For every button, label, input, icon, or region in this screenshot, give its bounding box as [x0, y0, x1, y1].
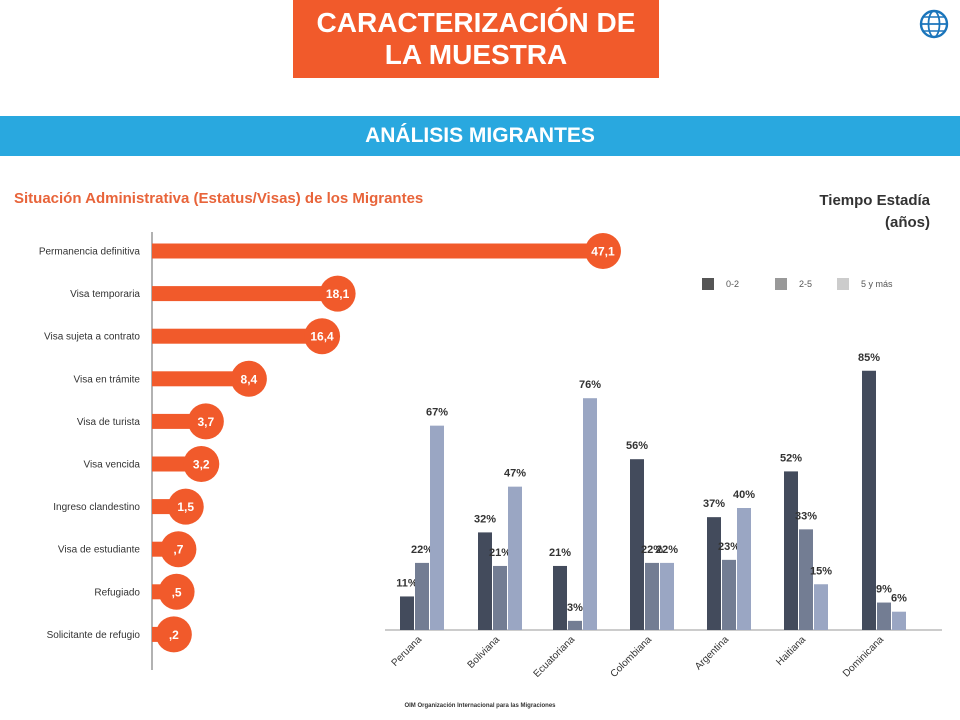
status-value-label: 47,1	[591, 245, 615, 259]
stay-value-label: 23%	[718, 541, 740, 553]
stay-category-label: Ecuatoriana	[532, 634, 578, 680]
stay-chart-title: Tiempo Estadía (años)	[780, 190, 930, 234]
stay-category-label: Peruana	[390, 634, 425, 669]
stay-bar	[568, 620, 582, 630]
stay-bar	[508, 486, 522, 630]
stay-value-label: 76%	[579, 379, 601, 391]
stay-bar	[478, 532, 492, 630]
status-category-label: Visa sujeta a contrato	[44, 332, 140, 343]
status-bar-end	[160, 531, 197, 568]
stay-bar	[553, 565, 567, 630]
stay-bar	[877, 602, 891, 630]
status-category-label: Visa vencida	[83, 460, 140, 471]
page-title: CARACTERIZACIÓN DE LA MUESTRA	[293, 0, 659, 78]
status-category-label: Refugiado	[94, 587, 140, 598]
status-bar	[152, 371, 249, 387]
status-bar-end	[187, 403, 224, 440]
status-bar-end	[230, 360, 267, 397]
stay-value-label: 22%	[656, 544, 678, 556]
status-value-label: 3,2	[193, 458, 210, 472]
legend-label: 0-2	[726, 279, 739, 289]
stay-value-label: 22%	[641, 544, 663, 556]
stay-bar	[660, 562, 674, 630]
status-bar	[152, 286, 338, 302]
stay-value-label: 11%	[396, 577, 418, 589]
stay-bar	[862, 370, 876, 630]
status-value-label: 1,5	[177, 500, 194, 514]
status-bar	[152, 243, 603, 259]
un-globe-logo-icon	[919, 9, 949, 39]
status-bar-end	[319, 275, 356, 312]
stay-bar	[707, 517, 721, 630]
stay-category-label: Colombiana	[609, 634, 655, 680]
stay-chart-title-text: Tiempo Estadía (años)	[819, 192, 930, 231]
stay-bar	[784, 471, 798, 630]
stay-value-label: 40%	[733, 489, 755, 501]
stay-value-label: 32%	[474, 513, 496, 525]
status-bar	[152, 328, 323, 344]
status-category-label: Ingreso clandestino	[53, 502, 140, 513]
status-bar-end	[155, 616, 192, 653]
stay-value-label: 56%	[626, 440, 648, 452]
stay-value-label: 6%	[891, 593, 907, 605]
status-chart-title: Situación Administrativa (Estatus/Visas)…	[14, 190, 424, 207]
status-value-label: ,5	[172, 585, 182, 599]
legend-label: 5 y más	[861, 279, 893, 289]
status-value-label: 8,4	[241, 372, 258, 386]
footer-text: OIM Organización Internacional para las …	[404, 703, 556, 709]
status-bar-end	[158, 573, 195, 610]
status-value-label: 3,7	[198, 415, 215, 429]
stay-category-label: Dominicana	[841, 634, 886, 679]
status-bar-end	[167, 488, 204, 525]
stay-bar	[737, 508, 751, 630]
status-category-label: Visa de estudiante	[58, 545, 141, 556]
stay-bar	[630, 459, 644, 630]
legend-label: 2-5	[799, 279, 812, 289]
stay-bar	[892, 611, 906, 630]
stay-bar	[583, 398, 597, 630]
status-value-label: ,2	[169, 628, 179, 642]
status-value-label: 16,4	[310, 330, 334, 344]
stay-value-label: 3%	[567, 602, 583, 614]
stay-bar	[722, 559, 736, 630]
stay-bar	[415, 562, 429, 630]
stay-value-label: 33%	[795, 510, 817, 522]
status-bar-end	[183, 446, 220, 482]
stay-value-label: 22%	[411, 544, 433, 556]
stay-value-label: 67%	[426, 407, 448, 419]
legend-swatch	[702, 278, 714, 290]
stay-value-label: 37%	[703, 498, 725, 510]
status-value-label: ,7	[173, 543, 183, 557]
stay-value-label: 52%	[780, 452, 802, 464]
stay-bar	[799, 529, 813, 630]
stay-category-label: Boliviana	[466, 634, 503, 671]
stay-category-label: Haitiana	[774, 634, 808, 668]
status-bar-end	[304, 318, 341, 355]
stay-value-label: 47%	[504, 468, 526, 480]
stay-value-label: 15%	[810, 565, 832, 577]
stay-value-label: 21%	[549, 547, 571, 559]
legend-swatch	[837, 278, 849, 290]
stay-bar	[430, 425, 444, 630]
status-category-label: Permanencia definitiva	[39, 247, 141, 258]
status-category-label: Visa de turista	[77, 417, 141, 428]
stay-value-label: 9%	[876, 584, 892, 596]
stay-value-label: 85%	[858, 352, 880, 364]
legend-swatch	[775, 278, 787, 290]
status-category-label: Visa temporaria	[70, 289, 140, 300]
status-bar-end	[584, 233, 621, 269]
status-value-label: 18,1	[326, 287, 350, 301]
status-category-label: Visa en trámite	[73, 374, 140, 385]
section-banner: ANÁLISIS MIGRANTES	[0, 116, 960, 156]
stay-bar	[493, 565, 507, 630]
stay-category-label: Argentina	[693, 634, 731, 672]
status-category-label: Solicitante de refugio	[47, 630, 141, 641]
stay-value-label: 21%	[489, 547, 511, 559]
stay-bar	[645, 562, 659, 630]
stay-bar	[400, 596, 414, 630]
stay-bar	[814, 584, 828, 630]
